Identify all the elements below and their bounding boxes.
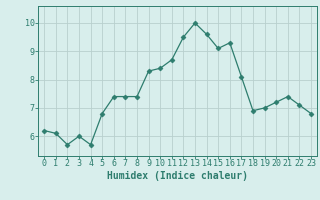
X-axis label: Humidex (Indice chaleur): Humidex (Indice chaleur) [107, 171, 248, 181]
